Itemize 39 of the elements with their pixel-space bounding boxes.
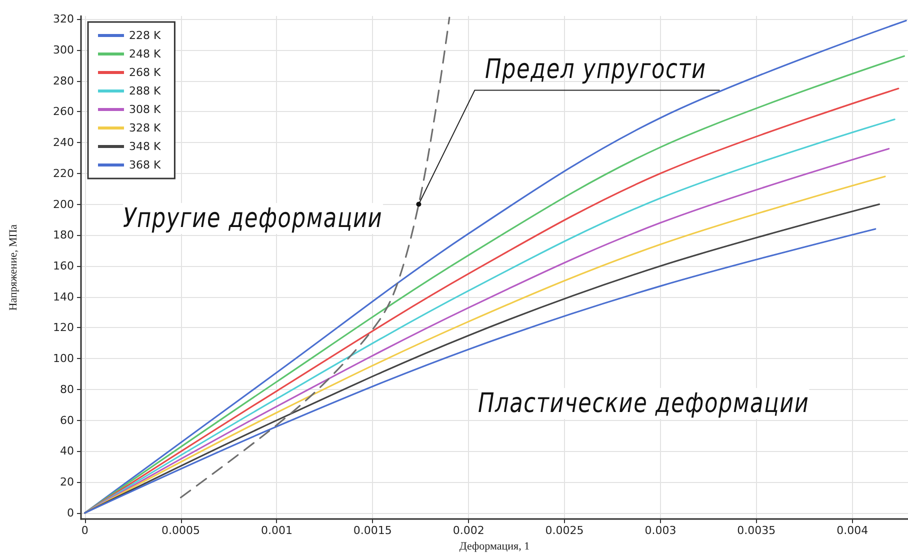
- legend-label: 308 K: [129, 103, 162, 116]
- y-axis-title: Напряжение, МПа: [8, 224, 20, 311]
- legend-label: 248 K: [129, 48, 162, 60]
- annotation: Пластические деформации: [478, 388, 810, 420]
- x-tick-label: 0.0005: [162, 524, 200, 538]
- y-tick-label: 60: [60, 414, 74, 427]
- legend-label: 328 K: [129, 122, 162, 134]
- x-tick-label: 0.004: [836, 524, 868, 538]
- y-tick-label: 20: [60, 476, 74, 489]
- annotation: Предел упругости: [484, 54, 706, 86]
- annotation: Упругие деформации: [123, 202, 383, 234]
- y-tick-label: 80: [60, 382, 74, 396]
- y-tick-label: 140: [53, 290, 74, 304]
- x-tick-label: 0.0025: [545, 524, 584, 538]
- x-tick-label: 0.0015: [353, 524, 392, 538]
- y-tick-label: 0: [67, 506, 74, 520]
- y-tick-label: 40: [60, 444, 74, 458]
- y-tick-label: 260: [53, 105, 74, 118]
- y-tick-label: 220: [53, 166, 74, 180]
- legend-label: 288 K: [129, 84, 162, 98]
- y-tick-label: 320: [53, 12, 74, 26]
- y-tick-label: 180: [53, 228, 74, 242]
- x-tick-label: 0.001: [260, 524, 292, 538]
- y-tick-label: 300: [53, 43, 74, 56]
- legend-label: 268 K: [129, 66, 162, 79]
- legend-label: 348 K: [129, 140, 162, 153]
- x-tick-label: 0.003: [644, 524, 676, 538]
- y-tick-label: 240: [53, 136, 74, 150]
- y-tick-label: 100: [53, 352, 74, 366]
- y-tick-label: 160: [53, 260, 74, 273]
- x-axis-title: Деформация, 1: [459, 540, 530, 552]
- legend-label: 368 K: [129, 158, 162, 172]
- y-tick-label: 280: [53, 74, 74, 88]
- y-tick-label: 120: [53, 321, 74, 334]
- x-tick-label: 0.0035: [737, 524, 776, 538]
- legend-label: 228 K: [129, 29, 162, 42]
- x-tick-label: 0.002: [452, 524, 484, 538]
- y-tick-label: 200: [53, 198, 74, 211]
- x-tick-label: 0: [81, 524, 88, 538]
